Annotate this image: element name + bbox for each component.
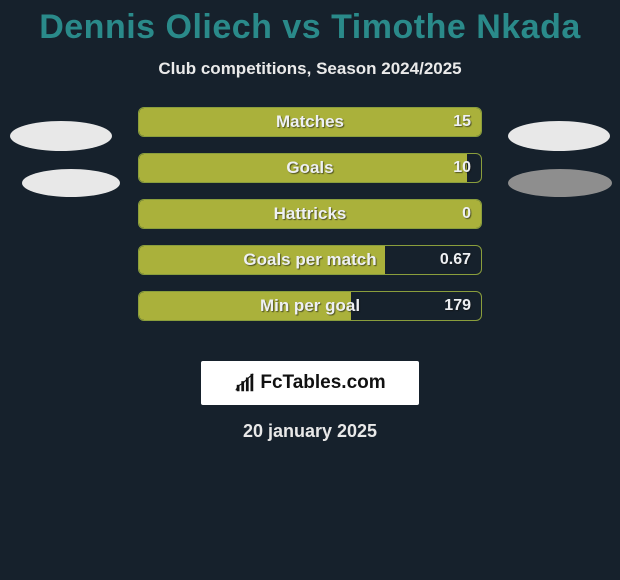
player-right-ellipse-2 bbox=[508, 169, 612, 197]
stat-bar-value: 15 bbox=[453, 113, 471, 131]
stat-bars: Matches 15 Goals 10 Hattricks 0 Goals pe… bbox=[138, 107, 482, 337]
snapshot-date: 20 january 2025 bbox=[0, 421, 620, 442]
logo-text: FcTables.com bbox=[260, 372, 385, 394]
attribution-logo[interactable]: FcTables.com bbox=[201, 361, 419, 405]
stat-bar-value: 179 bbox=[444, 297, 471, 315]
stat-bar-label: Hattricks bbox=[139, 204, 481, 224]
stat-bar-hattricks: Hattricks 0 bbox=[138, 199, 482, 229]
stat-bar-label: Goals bbox=[139, 158, 481, 178]
stat-bar-value: 0 bbox=[462, 205, 471, 223]
subtitle: Club competitions, Season 2024/2025 bbox=[0, 59, 620, 79]
player-left-ellipse-2 bbox=[22, 169, 120, 197]
bar-chart-icon bbox=[234, 372, 256, 394]
page-title: Dennis Oliech vs Timothe Nkada bbox=[0, 0, 620, 47]
stat-bar-value: 10 bbox=[453, 159, 471, 177]
stat-bar-label: Matches bbox=[139, 112, 481, 132]
stat-bar-goals-per-match: Goals per match 0.67 bbox=[138, 245, 482, 275]
stat-bar-goals: Goals 10 bbox=[138, 153, 482, 183]
stat-bar-matches: Matches 15 bbox=[138, 107, 482, 137]
stat-bar-label: Min per goal bbox=[139, 296, 481, 316]
stat-bar-min-per-goal: Min per goal 179 bbox=[138, 291, 482, 321]
stat-bar-label: Goals per match bbox=[139, 250, 481, 270]
player-right-ellipse-1 bbox=[508, 121, 610, 151]
stat-bar-value: 0.67 bbox=[440, 251, 471, 269]
player-left-ellipse-1 bbox=[10, 121, 112, 151]
comparison-chart: Matches 15 Goals 10 Hattricks 0 Goals pe… bbox=[0, 107, 620, 347]
